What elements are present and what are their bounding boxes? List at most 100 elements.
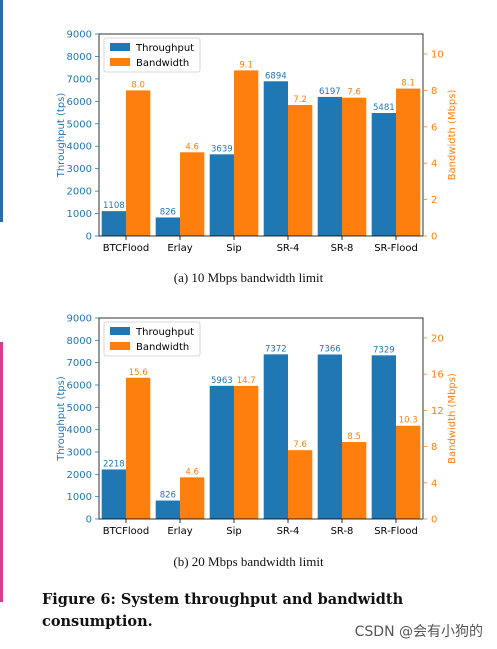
x-tick-label: Erlay — [167, 526, 192, 537]
y-right-tick-label: 20 — [431, 333, 444, 344]
bandwidth-data-label: 14.7 — [237, 376, 256, 386]
subcaption-b: (b) 20 Mbps bandwidth limit — [173, 554, 324, 569]
y-left-tick-label: 9000 — [67, 30, 92, 41]
throughput-bar — [155, 500, 180, 519]
bandwidth-bar — [288, 104, 313, 236]
bandwidth-bar — [342, 97, 367, 236]
bandwidth-data-label: 8.5 — [347, 432, 361, 442]
y-right-tick-label: 12 — [431, 406, 444, 417]
y-right-tick-label: 16 — [431, 370, 444, 381]
bandwidth-data-label: 4.6 — [185, 142, 199, 152]
y-left-axis-title: Throughput (tps) — [56, 93, 67, 179]
y-left-tick-label: 5000 — [67, 403, 92, 414]
subcaption-a: (a) 10 Mbps bandwidth limit — [173, 270, 324, 285]
legend-label: Throughput — [135, 43, 194, 54]
throughput-data-label: 1108 — [103, 201, 125, 211]
y-right-tick-label: 4 — [431, 478, 437, 489]
bandwidth-data-label: 7.6 — [347, 88, 361, 98]
legend-swatch — [110, 342, 130, 350]
y-left-tick-label: 1000 — [67, 209, 92, 220]
y-right-tick-label: 6 — [431, 122, 437, 133]
x-tick-label: Sip — [226, 526, 241, 537]
throughput-bar — [371, 112, 396, 236]
figure-caption: Figure 6: System throughput and bandwidt… — [42, 591, 404, 630]
throughput-bar — [263, 81, 288, 236]
bandwidth-data-label: 8.0 — [131, 80, 145, 90]
plot-frame — [98, 317, 424, 520]
legend-swatch — [110, 43, 130, 51]
throughput-bar — [209, 154, 234, 236]
legend-label: Throughput — [135, 327, 194, 338]
legend-label: Bandwidth — [136, 342, 189, 353]
bandwidth-bar — [180, 152, 205, 236]
throughput-bar — [317, 96, 342, 237]
bandwidth-data-label: 10.3 — [399, 416, 418, 426]
throughput-data-label: 3639 — [211, 144, 233, 154]
y-left-tick-label: 5000 — [67, 119, 92, 130]
chart-20mbps: 2218 15.6 BTCFlood 826 4.6 Erlay 5963 14.7 Sip 73… — [56, 314, 458, 538]
throughput-data-label: 5481 — [373, 103, 395, 113]
bandwidth-bar — [396, 88, 421, 236]
y-left-tick-label: 9000 — [67, 314, 92, 325]
throughput-data-label: 7329 — [373, 345, 395, 355]
throughput-data-label: 7372 — [265, 344, 287, 354]
legend-swatch — [110, 58, 130, 66]
y-left-tick-label: 8000 — [67, 52, 92, 63]
x-tick-label: Erlay — [167, 243, 192, 254]
y-left-tick-label: 3000 — [67, 448, 92, 459]
throughput-bar — [209, 385, 234, 519]
x-tick-label: SR-8 — [331, 526, 354, 537]
bandwidth-data-label: 8.1 — [401, 79, 415, 89]
y-left-tick-label: 3000 — [67, 164, 92, 175]
x-tick-label: SR-Flood — [374, 243, 418, 254]
x-tick-label: BTCFlood — [103, 243, 149, 254]
throughput-bar — [263, 354, 288, 519]
y-right-tick-label: 0 — [431, 515, 437, 526]
y-left-tick-label: 7000 — [67, 74, 92, 85]
x-tick-label: SR-4 — [277, 526, 300, 537]
y-left-tick-label: 0 — [86, 232, 92, 243]
y-right-tick-label: 2 — [431, 195, 437, 206]
plot-frame — [98, 33, 424, 237]
throughput-bar — [155, 217, 180, 236]
left-edge-accent — [0, 342, 3, 602]
bandwidth-data-label: 9.1 — [239, 60, 253, 70]
watermark: CSDN @会有小狗的 — [354, 624, 483, 640]
y-left-tick-label: 1000 — [67, 492, 92, 503]
throughput-data-label: 6894 — [265, 71, 287, 81]
x-tick-label: SR-8 — [331, 243, 354, 254]
y-left-tick-label: 4000 — [67, 142, 92, 153]
left-edge-accent — [0, 0, 3, 222]
throughput-data-label: 826 — [160, 491, 176, 501]
y-left-tick-label: 6000 — [67, 381, 92, 392]
x-tick-label: Sip — [226, 243, 241, 254]
y-left-tick-label: 2000 — [67, 470, 92, 481]
throughput-bar — [317, 354, 342, 519]
y-left-tick-label: 8000 — [67, 336, 92, 347]
y-right-tick-label: 0 — [431, 232, 437, 243]
throughput-bar — [101, 469, 126, 519]
x-tick-label: SR-Flood — [374, 526, 418, 537]
bandwidth-bar — [180, 477, 205, 519]
bandwidth-data-label: 4.6 — [185, 467, 199, 477]
bandwidth-bar — [342, 442, 367, 519]
bandwidth-data-label: 7.6 — [293, 440, 307, 450]
y-left-tick-label: 2000 — [67, 187, 92, 198]
y-right-tick-label: 8 — [431, 442, 437, 453]
y-left-tick-label: 0 — [86, 515, 92, 526]
x-tick-label: BTCFlood — [103, 526, 149, 537]
throughput-data-label: 826 — [160, 207, 176, 217]
x-tick-label: SR-4 — [277, 243, 300, 254]
bandwidth-bar — [126, 377, 151, 519]
chart-10mbps: 1108 8.0 BTCFlood 826 4.6 Erlay 3639 9.1 Sip 6894… — [56, 30, 458, 255]
y-right-axis-title: Bandwidth (Mbps) — [447, 373, 458, 464]
y-right-axis-title: Bandwidth (Mbps) — [447, 90, 458, 181]
y-left-tick-label: 4000 — [67, 425, 92, 436]
throughput-bar — [101, 211, 126, 236]
throughput-bar — [371, 355, 396, 519]
y-left-tick-label: 6000 — [67, 97, 92, 108]
legend-swatch — [110, 327, 130, 335]
legend-label: Bandwidth — [136, 58, 189, 69]
y-left-axis-title: Throughput (tps) — [56, 376, 67, 462]
y-right-tick-label: 4 — [431, 159, 437, 170]
